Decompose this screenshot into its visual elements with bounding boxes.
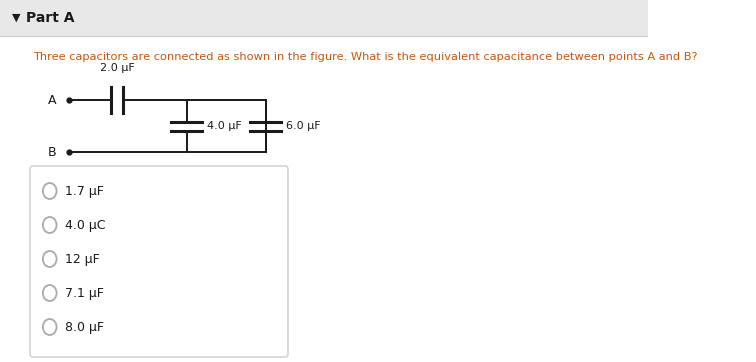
Text: 12 μF: 12 μF <box>65 253 100 265</box>
Text: B: B <box>48 146 57 159</box>
FancyBboxPatch shape <box>30 166 288 357</box>
Text: 1.7 μF: 1.7 μF <box>65 185 104 198</box>
Text: 6.0 μF: 6.0 μF <box>287 121 321 131</box>
Text: 4.0 μC: 4.0 μC <box>65 219 106 232</box>
Bar <box>0 0 648 36</box>
Text: Three capacitors are connected as shown in the figure. What is the equivalent ca: Three capacitors are connected as shown … <box>33 52 697 62</box>
Text: A: A <box>48 93 57 106</box>
Text: 7.1 μF: 7.1 μF <box>65 286 104 299</box>
Text: 4.0 μF: 4.0 μF <box>207 121 242 131</box>
Text: 2.0 μF: 2.0 μF <box>100 63 135 73</box>
Text: Part A: Part A <box>26 11 74 25</box>
Text: 8.0 μF: 8.0 μF <box>65 320 104 333</box>
Text: ▼: ▼ <box>12 13 20 23</box>
